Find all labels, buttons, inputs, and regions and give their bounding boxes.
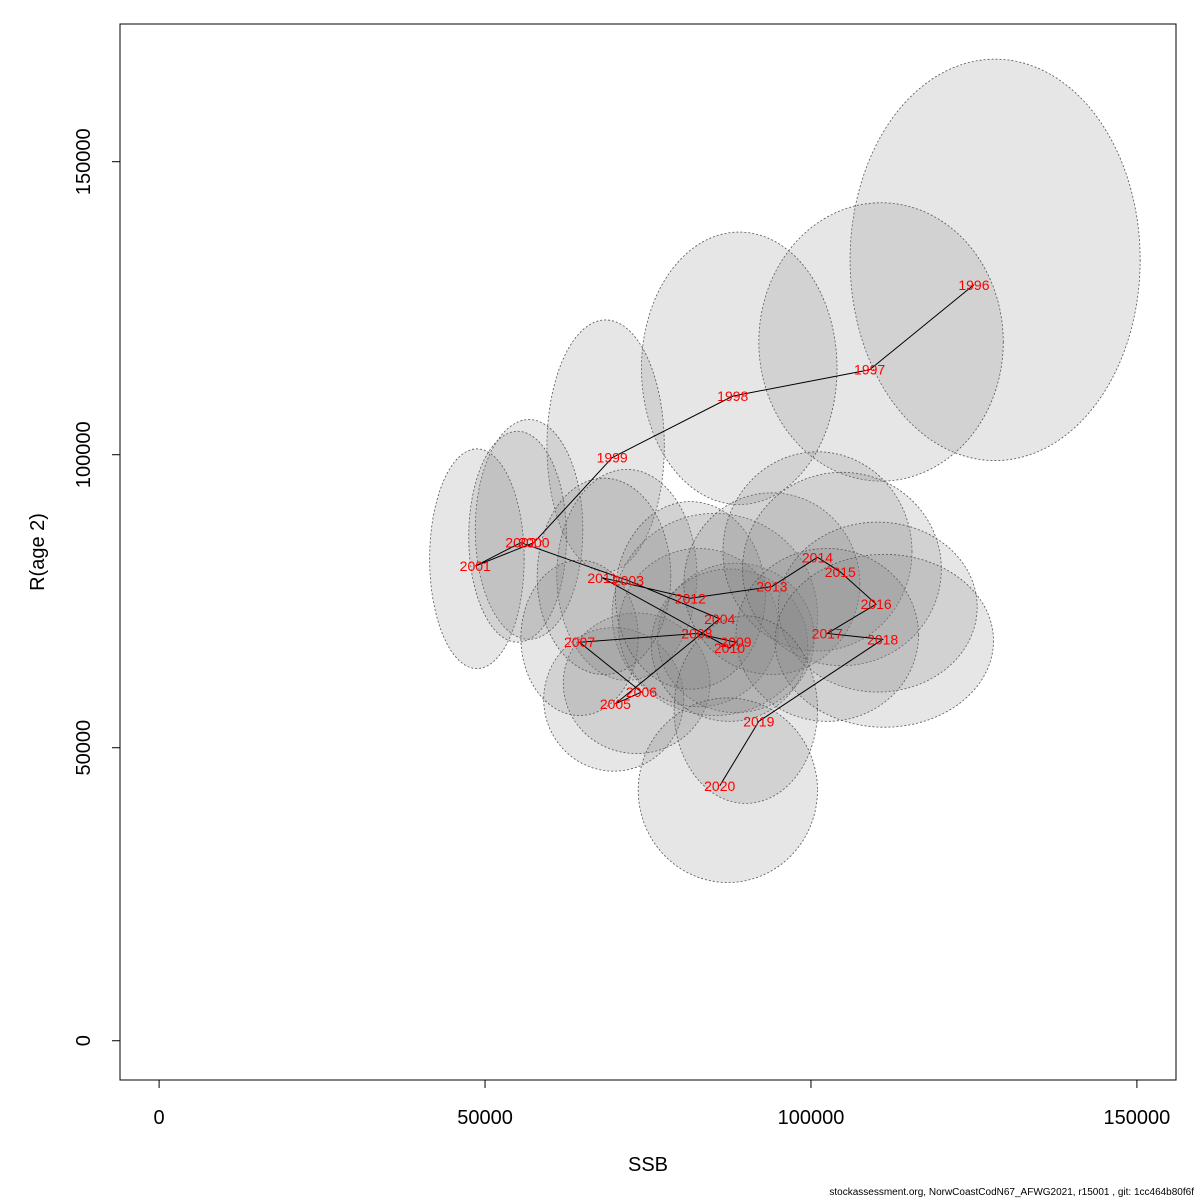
ellipse-2014 — [722, 451, 913, 652]
year-label-1997: 1997 — [854, 362, 885, 378]
ellipse-2011 — [536, 477, 672, 675]
x-axis-title: SSB — [628, 1154, 668, 1176]
ellipse-1996 — [849, 58, 1141, 461]
year-label-2000: 2000 — [518, 535, 549, 551]
year-label-2013: 2013 — [756, 579, 787, 595]
ellipse-2003 — [556, 468, 698, 681]
year-label-2015: 2015 — [825, 564, 856, 580]
ellipse-1998 — [641, 231, 838, 505]
y-axis-title: R(age 2) — [27, 513, 49, 591]
year-label-1996: 1996 — [958, 277, 989, 293]
trajectory-line — [475, 284, 975, 787]
year-label-2012: 2012 — [675, 590, 706, 606]
x-axis: 0 50000 100000 150000 — [154, 1079, 1171, 1129]
year-label-2005: 2005 — [600, 696, 631, 712]
y-tick-label: 100000 — [73, 421, 95, 488]
year-label-2016: 2016 — [861, 596, 892, 612]
ellipse-2002 — [468, 430, 567, 643]
ellipse-2008 — [618, 548, 779, 708]
ellipse-2012 — [615, 501, 766, 690]
x-tick-label: 50000 — [457, 1107, 513, 1129]
year-label-2019: 2019 — [743, 713, 774, 729]
year-label-2008: 2008 — [681, 625, 712, 641]
x-tick-label: 0 — [154, 1107, 165, 1129]
ellipse-2019 — [673, 615, 818, 804]
year-label-2011: 2011 — [587, 570, 617, 586]
year-label-2002: 2002 — [505, 535, 536, 551]
ellipse-2009 — [657, 562, 815, 713]
y-tick-label: 0 — [73, 1035, 95, 1046]
year-labels: 1996 1997 1998 1999 2000 2001 2002 2003 2004 2005… — [460, 277, 990, 794]
x-tick-label: 150000 — [1104, 1107, 1171, 1129]
ellipse-2015 — [742, 471, 942, 667]
year-label-2014: 2014 — [802, 549, 833, 565]
x-tick-label: 100000 — [778, 1107, 845, 1129]
ellipse-2013 — [683, 492, 861, 675]
year-label-2001: 2001 — [460, 558, 491, 574]
year-label-1998: 1998 — [717, 388, 748, 404]
ellipse-2017 — [735, 548, 919, 722]
ellipse-2006 — [562, 612, 711, 754]
y-axis: 0 50000 100000 150000 — [73, 128, 121, 1046]
year-label-2020: 2020 — [704, 778, 735, 794]
y-tick-label: 150000 — [73, 128, 95, 195]
trajectory-polyline — [475, 284, 975, 787]
y-tick-label: 50000 — [73, 720, 95, 776]
ellipse-1999 — [546, 319, 665, 573]
year-label-2006: 2006 — [626, 684, 657, 700]
year-label-2009: 2009 — [720, 634, 751, 650]
year-label-2010: 2010 — [714, 640, 745, 656]
year-label-2018: 2018 — [867, 631, 898, 647]
year-label-2004: 2004 — [704, 611, 735, 627]
year-label-1999: 1999 — [597, 450, 628, 466]
year-label-2017: 2017 — [812, 625, 843, 641]
year-label-2007: 2007 — [564, 634, 595, 650]
ellipse-1997 — [758, 202, 1004, 482]
ellipse-2005 — [543, 627, 685, 772]
year-label-2003: 2003 — [613, 573, 644, 589]
ellipse-2018 — [774, 553, 994, 728]
footer-credit: stockassessment.org, NorwCoastCodN67_AFW… — [829, 1187, 1194, 1198]
ellipse-2001 — [429, 448, 525, 670]
confidence-ellipses — [429, 58, 1141, 883]
ellipse-2020 — [637, 697, 818, 883]
